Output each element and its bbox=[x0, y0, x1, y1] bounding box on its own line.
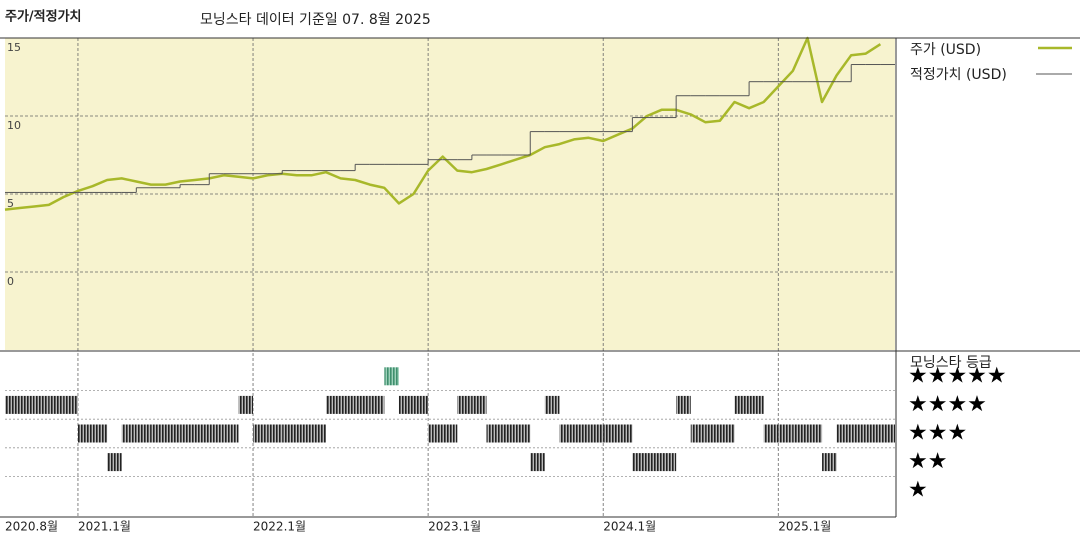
rating-bar bbox=[778, 424, 793, 443]
rating-bar bbox=[223, 424, 239, 443]
rating-bar bbox=[325, 395, 341, 414]
rating-bar bbox=[311, 424, 326, 443]
rating-bar bbox=[822, 453, 837, 472]
rating-bar bbox=[398, 395, 414, 414]
rating-bar bbox=[442, 424, 458, 443]
rating-bar bbox=[369, 395, 385, 414]
rating-bar bbox=[486, 424, 502, 443]
rating-bar bbox=[282, 424, 297, 443]
rating-bar bbox=[136, 424, 151, 443]
rating-bar bbox=[194, 424, 210, 443]
rating-bar bbox=[632, 453, 647, 472]
rating-bar bbox=[646, 453, 662, 472]
rating-bar bbox=[865, 424, 881, 443]
rating-bar bbox=[719, 424, 735, 443]
rating-bar bbox=[384, 367, 399, 386]
plot-layer: 0 5 10 15 2020.8월 2021.1월 2022.1월 2023.1월 2024.1… bbox=[4, 36, 1007, 534]
rating-bar bbox=[107, 453, 122, 472]
rating-bar bbox=[121, 424, 137, 443]
legend-label: 적정가치 (USD) bbox=[910, 67, 1007, 83]
rating-bar bbox=[574, 424, 589, 443]
rating-bar bbox=[165, 424, 181, 443]
rating-bar bbox=[5, 395, 20, 414]
rating-bar bbox=[180, 424, 195, 443]
x-tick-label: 2025.1월 bbox=[778, 520, 831, 534]
rating-bar bbox=[471, 395, 487, 414]
rating-bar bbox=[544, 395, 560, 414]
rating-tick-label: ★★★ bbox=[908, 421, 967, 446]
rating-bar bbox=[559, 424, 575, 443]
rating-bar bbox=[690, 424, 706, 443]
y-tick-label: 15 bbox=[7, 41, 21, 54]
rating-tick-label: ★★★★★ bbox=[908, 363, 1007, 388]
rating-bar bbox=[530, 453, 545, 472]
x-tick-label: 2022.1월 bbox=[253, 520, 306, 534]
chart-subtitle: 모닝스타 데이터 기준일 07. 8월 2025 bbox=[200, 12, 431, 28]
rating-bar bbox=[851, 424, 866, 443]
rating-bar bbox=[749, 395, 764, 414]
rating-bar bbox=[661, 453, 677, 472]
price-line bbox=[4, 36, 882, 211]
x-tick-label: 2021.1월 bbox=[78, 520, 131, 534]
rating-bar bbox=[836, 424, 852, 443]
rating-tick-label: ★★★★ bbox=[908, 392, 987, 417]
rating-bar bbox=[267, 424, 283, 443]
legend-label: 주가 (USD) bbox=[910, 42, 981, 58]
rating-bar bbox=[296, 424, 312, 443]
rating-bar bbox=[515, 424, 531, 443]
x-tick-label: 2023.1월 bbox=[428, 520, 481, 534]
x-tick-label: 2020.8월 bbox=[5, 520, 58, 534]
y-tick-label: 10 bbox=[7, 119, 21, 132]
rating-bar bbox=[880, 424, 895, 443]
rating-bar bbox=[676, 395, 691, 414]
rating-bar bbox=[48, 395, 64, 414]
rating-bar bbox=[63, 395, 78, 414]
rating-bar bbox=[19, 395, 35, 414]
rating-bar bbox=[238, 395, 254, 414]
rating-bar bbox=[355, 395, 370, 414]
rating-bar bbox=[792, 424, 808, 443]
rating-title: 모닝스타 등급 bbox=[910, 355, 992, 371]
rating-bar bbox=[501, 424, 516, 443]
rating-bar bbox=[588, 424, 604, 443]
rating-bar bbox=[77, 424, 93, 443]
rating-bar bbox=[807, 424, 823, 443]
rating-bar bbox=[150, 424, 166, 443]
rating-bar bbox=[603, 424, 618, 443]
rating-bar bbox=[92, 424, 108, 443]
rating-tick-label: ★★ bbox=[908, 449, 947, 474]
rating-bar bbox=[617, 424, 633, 443]
rating-bar bbox=[413, 395, 429, 414]
rating-bar bbox=[457, 395, 472, 414]
y-tick-label: 5 bbox=[7, 197, 14, 210]
rating-bar bbox=[705, 424, 720, 443]
rating-bar bbox=[763, 424, 779, 443]
rating-bar bbox=[253, 424, 268, 443]
x-tick-label: 2024.1월 bbox=[603, 520, 656, 534]
rating-bar bbox=[734, 395, 750, 414]
chart-title: 주가/적정가치 bbox=[5, 9, 82, 25]
rating-bar bbox=[428, 424, 443, 443]
rating-bar bbox=[34, 395, 49, 414]
y-tick-label: 0 bbox=[7, 275, 14, 288]
rating-bar bbox=[209, 424, 224, 443]
rating-bar bbox=[340, 395, 356, 414]
rating-tick-label: ★ bbox=[908, 478, 928, 503]
